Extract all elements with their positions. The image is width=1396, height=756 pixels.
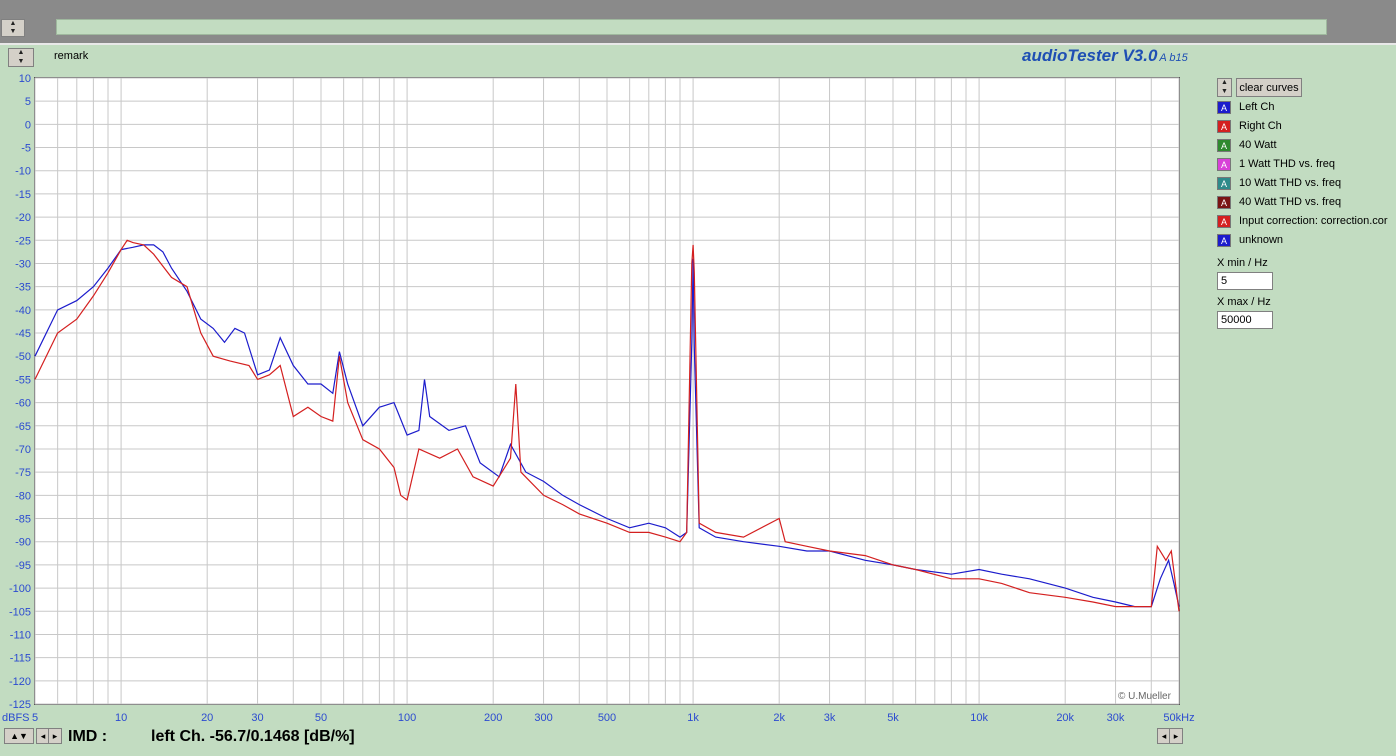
legend-label: 40 Watt: [1239, 139, 1277, 151]
y-tick-label: -55: [15, 374, 31, 386]
y-tick-label: -5: [21, 143, 31, 155]
x-tick-label: 20: [201, 712, 213, 724]
x-tick-label: 10: [115, 712, 127, 724]
x-tick-label: 5k: [887, 712, 899, 724]
y-tick-label: -125: [9, 699, 31, 711]
xmax-label: X max / Hz: [1217, 296, 1271, 308]
top-toolbar: [0, 0, 1396, 43]
y-tick-label: -20: [15, 212, 31, 224]
prev-arrow-icon[interactable]: ◂: [36, 728, 50, 744]
legend-label: Right Ch: [1239, 120, 1282, 132]
y-tick-label: -35: [15, 282, 31, 294]
copyright-label: © U.Mueller: [1118, 691, 1171, 702]
x-tick-label: 10k: [970, 712, 988, 724]
legend-label: 1 Watt THD vs. freq: [1239, 158, 1335, 170]
x-tick-label: 30: [251, 712, 263, 724]
y-tick-label: -75: [15, 467, 31, 479]
y-tick-label: -120: [9, 676, 31, 688]
clear-curves-button[interactable]: clear curves: [1236, 78, 1302, 97]
y-tick-label: -30: [15, 258, 31, 270]
legend-label: Input correction: correction.cor: [1239, 215, 1388, 227]
curve-color-icon[interactable]: A: [1217, 215, 1231, 228]
y-tick-label: -110: [10, 629, 31, 641]
curve-color-icon[interactable]: A: [1217, 196, 1231, 209]
xmin-label: X min / Hz: [1217, 257, 1268, 269]
spin-down-icon: ▼: [1221, 87, 1228, 95]
legend-label: 40 Watt THD vs. freq: [1239, 196, 1342, 208]
xmin-input[interactable]: [1217, 272, 1273, 290]
y-tick-label: -100: [9, 583, 31, 595]
curve-color-icon[interactable]: A: [1217, 101, 1231, 114]
scroll-right-icon[interactable]: ▸: [1169, 728, 1183, 744]
legend-label: unknown: [1239, 234, 1284, 246]
remark-spinner[interactable]: ▲ ▼: [8, 48, 34, 67]
spin-up-icon: ▲: [9, 20, 17, 27]
y-tick-label: -65: [15, 421, 31, 433]
x-tick-label: 20k: [1056, 712, 1074, 724]
x-tick-label: 200: [484, 712, 502, 724]
x-tick-label: 50kHz: [1163, 712, 1194, 724]
left-spinner[interactable]: ▲▼: [4, 728, 34, 744]
y-tick-label: -90: [15, 537, 31, 549]
top-spinner[interactable]: ▲ ▼: [1, 19, 25, 37]
spin-down-icon: ▼: [9, 28, 17, 35]
y-tick-label: -50: [15, 351, 31, 363]
curve-color-icon[interactable]: A: [1217, 177, 1231, 190]
y-tick-label: -85: [15, 514, 31, 526]
y-tick-label: -10: [15, 166, 31, 178]
x-tick-label: 500: [598, 712, 616, 724]
y-tick-label: -25: [15, 235, 31, 247]
brand-build: A b15: [1159, 52, 1188, 64]
x-tick-label: 100: [398, 712, 416, 724]
x-tick-label: 1k: [687, 712, 699, 724]
y-tick-label: -70: [15, 444, 31, 456]
x-tick-label: 3k: [824, 712, 836, 724]
x-tick-label: 300: [534, 712, 552, 724]
legend-label: Left Ch: [1239, 101, 1275, 113]
x-tick-label: 50: [315, 712, 327, 724]
imd-value: left Ch. -56.7/0.1468 [dB/%]: [151, 728, 355, 745]
spin-down-icon: ▼: [17, 57, 25, 65]
y-tick-label: -105: [9, 606, 31, 618]
brand-name: audioTester V3.0: [1022, 46, 1158, 65]
y-tick-label: -80: [15, 490, 31, 502]
curve-color-icon[interactable]: A: [1217, 139, 1231, 152]
y-tick-label: -60: [15, 398, 31, 410]
y-axis-label: dBFS: [2, 712, 30, 724]
y-tick-label: -15: [15, 189, 31, 201]
x-tick-label: 5: [32, 712, 38, 724]
y-tick-label: 10: [19, 73, 31, 85]
next-arrow-icon[interactable]: ▸: [48, 728, 62, 744]
spin-up-icon: ▲: [1221, 79, 1228, 86]
x-tick-label: 30k: [1107, 712, 1125, 724]
app-brand: audioTester V3.0 A b15: [1022, 46, 1188, 66]
y-tick-label: 5: [25, 96, 31, 108]
spin-up-icon: ▲: [17, 49, 25, 56]
series-line: [34, 239, 1180, 612]
y-tick-label: 0: [25, 119, 31, 131]
legend-spinner[interactable]: ▲ ▼: [1217, 78, 1232, 97]
xmax-input[interactable]: [1217, 311, 1273, 329]
x-tick-label: 2k: [773, 712, 785, 724]
imd-label: IMD :: [68, 728, 108, 745]
title-strip: [56, 19, 1327, 35]
legend-label: 10 Watt THD vs. freq: [1239, 177, 1342, 189]
curve-color-icon[interactable]: A: [1217, 120, 1231, 133]
curve-color-icon[interactable]: A: [1217, 234, 1231, 247]
curve-color-icon[interactable]: A: [1217, 158, 1231, 171]
y-tick-label: -95: [15, 560, 31, 572]
y-tick-label: -40: [15, 305, 31, 317]
y-tick-label: -45: [15, 328, 31, 340]
y-tick-label: -115: [10, 653, 31, 665]
remark-label: remark: [54, 50, 89, 62]
separator: [0, 43, 1396, 45]
